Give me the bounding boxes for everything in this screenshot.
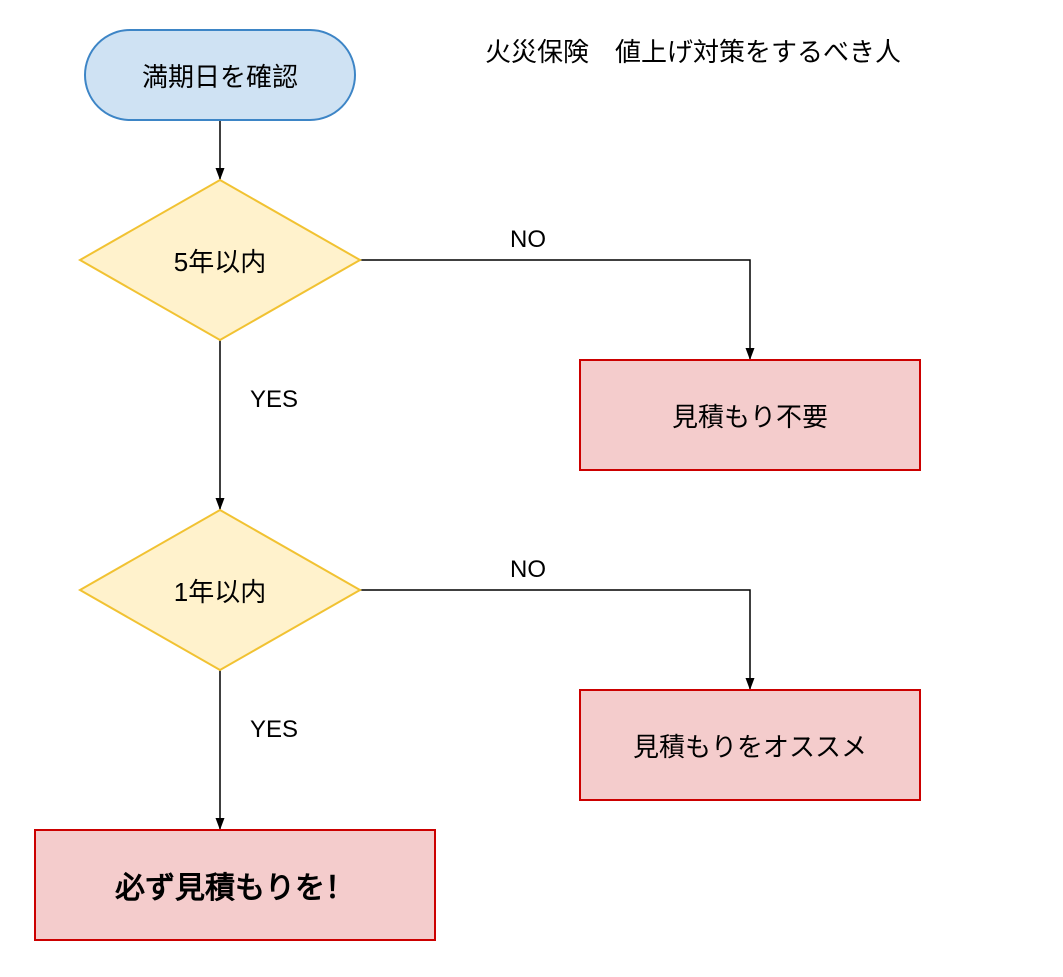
node-result-no-quote xyxy=(580,360,920,470)
edge-e-d5-no xyxy=(360,260,750,360)
node-result-must xyxy=(35,830,435,940)
edge-e-d1-no xyxy=(360,590,750,690)
flowchart-canvas xyxy=(0,0,1063,977)
node-start xyxy=(85,30,355,120)
node-decision1y xyxy=(80,510,360,670)
node-result-recommend xyxy=(580,690,920,800)
node-decision5y xyxy=(80,180,360,340)
